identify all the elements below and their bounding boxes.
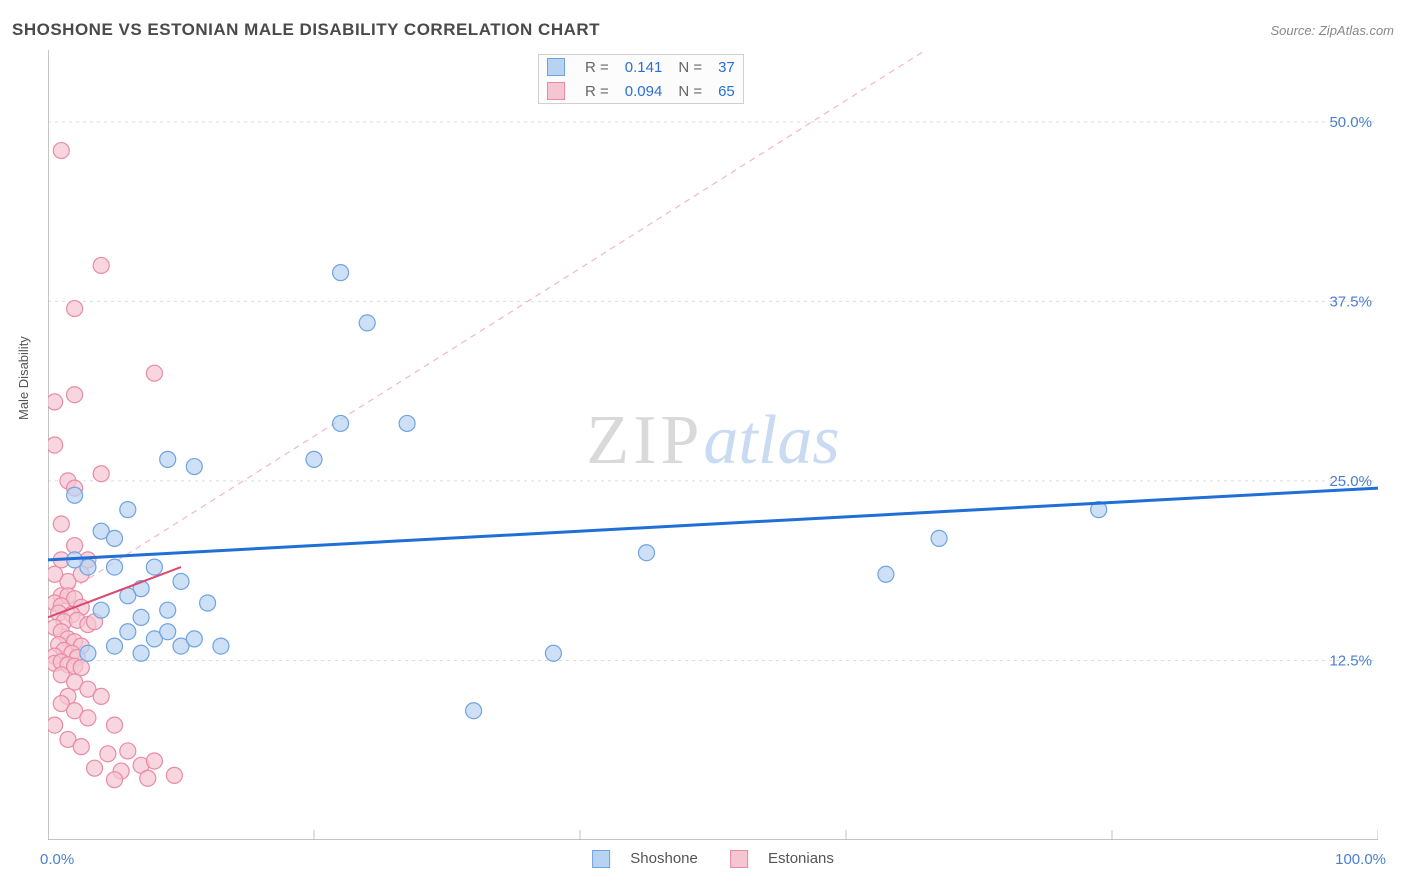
data-point [146, 559, 162, 575]
source-label: Source: ZipAtlas.com [1270, 23, 1394, 38]
y-axis-label: Male Disability [16, 336, 31, 420]
data-point [107, 772, 123, 788]
data-point [93, 602, 109, 618]
data-point [140, 770, 156, 786]
data-point [93, 466, 109, 482]
data-point [639, 545, 655, 561]
data-point [100, 746, 116, 762]
data-point [160, 624, 176, 640]
data-point [107, 717, 123, 733]
data-point [67, 387, 83, 403]
correlation-legend: R =0.141N =37R =0.094N =65 [538, 54, 744, 104]
legend-swatch [592, 850, 610, 868]
n-label: N = [670, 55, 710, 79]
data-point [333, 265, 349, 281]
data-point [399, 415, 415, 431]
r-label: R = [577, 79, 617, 103]
chart-title: SHOSHONE VS ESTONIAN MALE DISABILITY COR… [12, 20, 600, 40]
data-point [931, 530, 947, 546]
n-value: 65 [710, 79, 743, 103]
data-point [67, 538, 83, 554]
y-tick-label: 37.5% [1329, 293, 1372, 310]
data-point [67, 301, 83, 317]
data-point [107, 638, 123, 654]
data-point [53, 143, 69, 159]
data-point [120, 502, 136, 518]
x-min-label: 0.0% [40, 851, 74, 868]
series-legend: Shoshone Estonians [576, 850, 850, 868]
data-point [333, 415, 349, 431]
data-point [48, 566, 63, 582]
data-point [466, 703, 482, 719]
data-point [306, 451, 322, 467]
data-point [120, 624, 136, 640]
data-point [133, 645, 149, 661]
n-label: N = [670, 79, 710, 103]
legend-swatch [730, 850, 748, 868]
data-point [186, 631, 202, 647]
data-point [186, 459, 202, 475]
legend-label: Shoshone [630, 850, 698, 867]
y-tick-label: 12.5% [1329, 652, 1372, 669]
data-point [160, 602, 176, 618]
scatter-plot: 12.5%25.0%37.5%50.0% [48, 50, 1378, 840]
data-point [878, 566, 894, 582]
data-point [80, 710, 96, 726]
legend-row: R =0.094N =65 [539, 79, 743, 103]
y-tick-label: 50.0% [1329, 114, 1372, 131]
data-point [93, 688, 109, 704]
header: SHOSHONE VS ESTONIAN MALE DISABILITY COR… [12, 20, 1394, 40]
data-point [146, 753, 162, 769]
trend-line [48, 488, 1378, 560]
data-point [48, 394, 63, 410]
legend-swatch [547, 82, 565, 100]
data-point [160, 451, 176, 467]
legend-label: Estonians [768, 850, 834, 867]
x-max-label: 100.0% [1335, 851, 1386, 868]
data-point [48, 717, 63, 733]
data-point [73, 660, 89, 676]
r-label: R = [577, 55, 617, 79]
data-point [545, 645, 561, 661]
data-point [107, 530, 123, 546]
data-point [87, 760, 103, 776]
n-value: 37 [710, 55, 743, 79]
data-point [53, 516, 69, 532]
data-point [67, 487, 83, 503]
data-point [48, 437, 63, 453]
r-value: 0.141 [617, 55, 671, 79]
data-point [107, 559, 123, 575]
data-point [359, 315, 375, 331]
data-point [200, 595, 216, 611]
data-point [213, 638, 229, 654]
legend-item: Shoshone [584, 850, 706, 867]
data-point [133, 609, 149, 625]
data-point [73, 739, 89, 755]
data-point [120, 743, 136, 759]
legend-row: R =0.141N =37 [539, 55, 743, 79]
data-point [93, 257, 109, 273]
data-point [80, 645, 96, 661]
legend-item: Estonians [722, 850, 842, 867]
data-point [146, 365, 162, 381]
r-value: 0.094 [617, 79, 671, 103]
legend-swatch [547, 58, 565, 76]
data-point [166, 767, 182, 783]
data-point [173, 573, 189, 589]
chart-area: 12.5%25.0%37.5%50.0% ZIPatlas R =0.141N … [48, 50, 1378, 840]
